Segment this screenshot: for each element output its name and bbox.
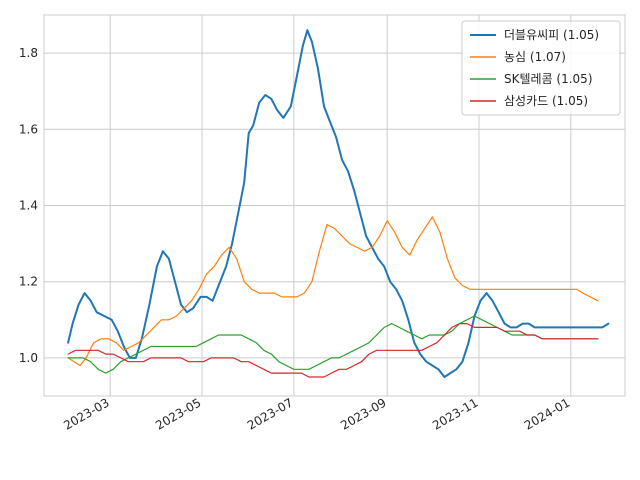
y-tick-label: 1.2 xyxy=(19,275,38,289)
series-line-3 xyxy=(67,315,599,374)
legend-label-4: 삼성카드 (1.05) xyxy=(504,94,588,108)
y-tick-label: 1.6 xyxy=(19,122,38,136)
y-axis-tick-labels: 1.0 1.2 1.4 1.6 1.8 xyxy=(19,46,38,365)
legend-label-3: SK텔레콤 (1.05) xyxy=(504,72,593,86)
series-line-4 xyxy=(67,323,599,378)
y-tick-label: 1.8 xyxy=(19,46,38,60)
grid-lines xyxy=(44,15,625,396)
legend-label-2: 농심 (1.07) xyxy=(504,50,566,64)
series-line-1 xyxy=(67,29,610,378)
series-line-2 xyxy=(67,216,599,367)
y-tick-label: 1.4 xyxy=(19,199,38,213)
legend-box xyxy=(461,20,621,116)
series-lines xyxy=(67,29,610,378)
legend-label-1: 더블유씨피 (1.05) xyxy=(504,28,599,42)
legend: 더블유씨피 (1.05) 농심 (1.07) SK텔레콤 (1.05) 삼성카드 (1… xyxy=(461,20,621,116)
plot-frame xyxy=(43,14,626,397)
y-tick-label: 1.0 xyxy=(19,351,38,365)
